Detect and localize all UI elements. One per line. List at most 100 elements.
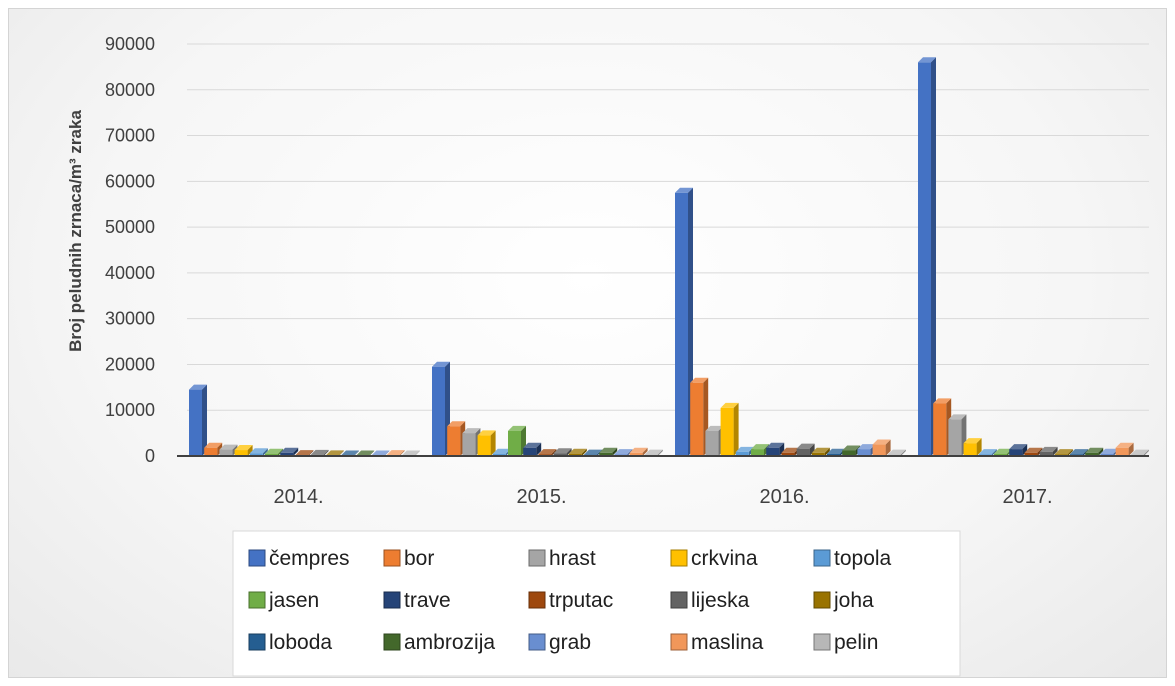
bar-side	[1098, 447, 1104, 456]
bar	[1039, 446, 1058, 456]
bar-top	[295, 450, 314, 456]
bar-top	[690, 377, 709, 383]
legend-swatch	[383, 591, 401, 609]
bar-side	[247, 445, 253, 456]
bar-top	[553, 448, 572, 454]
bar-top	[796, 443, 815, 449]
bar-top	[508, 425, 526, 431]
bar	[189, 384, 207, 456]
bar-front	[189, 389, 202, 456]
bar-top	[1070, 449, 1088, 455]
bar-top	[371, 450, 390, 456]
legend-label: čempres	[269, 547, 350, 570]
bar-front	[219, 449, 233, 456]
bar-top	[477, 430, 496, 436]
bar-front	[705, 430, 719, 456]
bar-top	[401, 450, 420, 456]
bar-side	[1143, 449, 1149, 456]
bar-front	[265, 453, 278, 456]
legend-swatch	[813, 591, 831, 609]
bar-front	[462, 433, 476, 456]
bar-front	[204, 447, 218, 456]
legend-item: ambrozija	[383, 631, 495, 654]
legend-item: trputac	[528, 589, 613, 612]
bar-side	[931, 57, 936, 457]
bar-top	[978, 449, 997, 455]
legend-label: jasen	[268, 589, 319, 612]
bar-top	[310, 449, 329, 455]
bar-front	[811, 452, 825, 456]
legend-item: lijeska	[670, 589, 750, 612]
bar-front	[249, 453, 263, 456]
bar-top	[219, 444, 238, 450]
bar-top	[386, 450, 405, 456]
x-tick-label: 2017.	[1002, 486, 1052, 508]
legend-swatch	[670, 633, 688, 651]
bar-top	[584, 449, 602, 455]
bar-front	[447, 426, 461, 456]
bar	[1085, 447, 1104, 456]
bar-top	[462, 428, 481, 434]
legend-swatch	[383, 549, 401, 567]
bar-front	[234, 450, 248, 456]
bar-side	[779, 442, 785, 456]
bar-side	[976, 438, 982, 456]
legend-swatch	[248, 633, 266, 651]
bar-side	[566, 448, 572, 456]
bar-top	[432, 361, 450, 367]
bar-side	[536, 442, 542, 456]
bar-front	[857, 449, 871, 456]
bar-top	[249, 448, 268, 454]
legend-swatch	[528, 549, 546, 567]
bar-top	[325, 450, 344, 456]
y-tick-label: 0	[145, 446, 155, 466]
bar-front	[568, 453, 582, 456]
legend-swatch	[813, 633, 831, 651]
bar-top	[341, 450, 359, 456]
bar-top	[811, 447, 830, 453]
y-axis-ticks: 0 10000 20000 30000 40000 50000 60000 70000 8000…	[105, 34, 155, 466]
bar-top	[751, 444, 769, 450]
bar-side	[991, 449, 997, 456]
legend-label: loboda	[269, 631, 332, 654]
bar	[280, 447, 299, 456]
bar	[1115, 442, 1134, 456]
bar-top	[827, 448, 845, 454]
y-tick-label: 20000	[105, 354, 155, 374]
bar-top	[1130, 449, 1149, 455]
y-tick-label: 10000	[105, 400, 155, 420]
bar-front	[690, 382, 704, 456]
legend-swatch	[248, 549, 266, 567]
legend-label: ambrozija	[404, 631, 495, 654]
bar-top	[189, 384, 207, 390]
legend-label: grab	[549, 631, 591, 654]
legend-swatch	[383, 633, 401, 651]
bar-top	[1115, 442, 1134, 448]
bar-top	[644, 449, 663, 455]
bar-side	[278, 448, 283, 456]
bar-side	[1128, 442, 1134, 456]
bar	[477, 430, 496, 456]
legend-swatch	[248, 591, 266, 609]
bar-front	[1115, 447, 1129, 456]
bar-front	[1100, 453, 1114, 456]
bar-top	[568, 448, 587, 454]
legend-label: trputac	[549, 589, 613, 612]
bar-front	[477, 435, 491, 456]
bar	[599, 447, 618, 456]
legend-label: crkvina	[691, 547, 758, 570]
bar-side	[900, 449, 906, 456]
bar-front	[1085, 452, 1099, 456]
bar-front	[994, 453, 1007, 456]
bar	[811, 447, 830, 456]
bar-front	[432, 366, 445, 456]
bar-top	[781, 447, 800, 453]
bar-side	[399, 450, 405, 456]
legend-item: grab	[528, 631, 591, 654]
legend-label: bor	[404, 547, 434, 570]
bar	[508, 425, 526, 456]
bars	[189, 57, 1149, 457]
bar-front	[766, 447, 780, 456]
bar-top	[720, 402, 739, 408]
bar-top	[523, 442, 542, 448]
